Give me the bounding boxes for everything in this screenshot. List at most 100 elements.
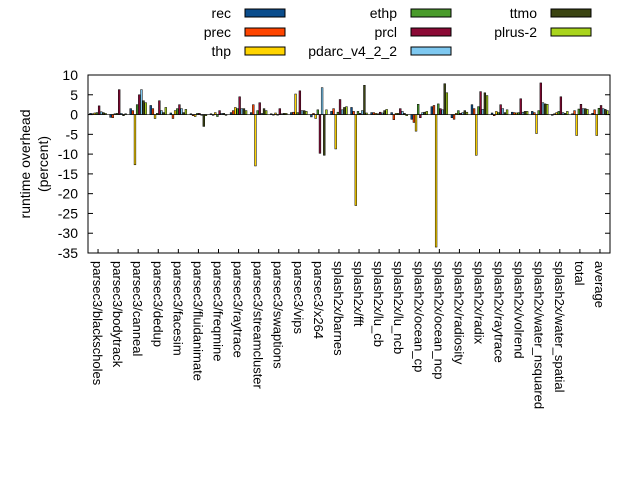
bar-prcl [439, 108, 442, 115]
bar-rec [149, 105, 152, 115]
bar-rec [330, 111, 333, 115]
bar-prcl [238, 96, 241, 115]
bar-ttmo [463, 110, 466, 115]
legend-label-plrus-2: plrus-2 [494, 24, 537, 40]
legend-swatch-ttmo [550, 8, 592, 18]
bar-ttmo [142, 100, 145, 115]
bar-ethp [316, 109, 319, 115]
bar-prec [573, 110, 576, 115]
bar-ttmo [523, 111, 527, 115]
legend-swatch-rec [244, 8, 286, 18]
x-tick-label: splash2x/ocean_ncp [431, 261, 446, 380]
bar-ttmo [443, 83, 446, 115]
bar-thp [414, 114, 418, 132]
x-tick-label: parsec3/blackscholes [90, 261, 105, 386]
legend-swatch-thp [244, 46, 286, 56]
y-tick-label: -20 [58, 186, 78, 202]
bar-prcl [379, 111, 382, 115]
bar-prcl [258, 102, 261, 115]
x-tick-label: average [592, 261, 607, 308]
bar-prcl [399, 108, 402, 115]
bar-ethp [577, 108, 580, 115]
bar-prec [232, 110, 235, 115]
y-tick-label: 5 [70, 87, 78, 103]
x-tick-label: parsec3/raytrace [231, 261, 246, 358]
x-tick-label: parsec3/vips [291, 261, 306, 334]
y-tick-label: -15 [58, 166, 78, 182]
bar-ethp [336, 111, 340, 115]
bar-ethp [457, 110, 460, 115]
bar-rec [531, 111, 534, 115]
bar-ttmo [604, 109, 607, 115]
x-tick-label: splash2x/water_nsquared [532, 261, 547, 409]
bar-pdarc_v4_2_2 [361, 110, 364, 115]
bar-pdarc_v4_2_2 [481, 109, 484, 115]
bar-rec [129, 108, 132, 115]
bar-plrus-2 [144, 102, 147, 115]
plot-frame [87, 74, 611, 254]
bar-ethp [557, 111, 560, 115]
bar-ethp [135, 104, 139, 115]
bar-thp [153, 114, 157, 119]
y-tick-label: -30 [58, 225, 78, 241]
bar-thp [475, 114, 478, 156]
x-tick-label: parsec3/x264 [311, 261, 326, 339]
y-axis-title-line: runtime overhead [17, 110, 33, 219]
bar-ethp [256, 110, 259, 115]
bar-prcl [218, 110, 221, 115]
bar-pdarc_v4_2_2 [521, 111, 525, 115]
bar-thp [334, 114, 337, 150]
bar-prec [432, 105, 436, 115]
bar-plrus-2 [586, 109, 589, 115]
x-tick-label: parsec3/streamcluster [251, 261, 266, 390]
legend-swatch-prcl [410, 27, 452, 37]
bar-plrus-2 [305, 111, 308, 115]
plot-area: 10 5 0 -5 -10 -15 -20 -25 -30 -35 parsec3/blacksch… [58, 67, 611, 409]
bar-rec [350, 107, 353, 115]
bar-plrus-2 [526, 111, 529, 115]
bar-ethp [216, 114, 219, 117]
bar-ttmo [423, 111, 426, 115]
bar-rec [109, 114, 112, 118]
bar-prec [412, 114, 416, 123]
bar-prcl [278, 108, 281, 115]
bar-thp [314, 114, 317, 119]
bar-plrus-2 [325, 109, 328, 115]
bar-prcl [118, 89, 121, 115]
bar-rec [410, 114, 413, 120]
x-tick-label: splash2x/raytrace [492, 261, 507, 363]
bar-ttmo [343, 107, 346, 115]
x-tick-label: splash2x/fft [351, 261, 366, 327]
bar-prcl [298, 90, 302, 115]
bar-ttmo [323, 114, 326, 156]
bar-thp [434, 114, 438, 248]
bar-thp [294, 93, 297, 115]
y-tick-label: 0 [70, 107, 78, 123]
bar-plrus-2 [445, 92, 449, 115]
bar-prcl [539, 82, 542, 115]
x-tick-label: parsec3/dedup [150, 261, 165, 347]
y-tick-label: -35 [58, 245, 78, 261]
bar-thp [133, 114, 137, 166]
bar-thp [495, 111, 498, 115]
x-tick-label: splash2x/lu_ncb [391, 261, 406, 354]
bar-ethp [356, 111, 360, 115]
bar-plrus-2 [606, 110, 609, 115]
bar-pdarc_v4_2_2 [300, 110, 304, 115]
bar-rec [450, 114, 454, 118]
bar-prcl [599, 105, 603, 115]
bar-prcl [559, 96, 563, 115]
bar-prec [171, 114, 175, 119]
y-axis-title-line: (percent) [35, 136, 51, 192]
bar-pdarc_v4_2_2 [501, 108, 504, 115]
x-tick-label: splash2x/radix [472, 261, 487, 345]
bar-rec [510, 111, 514, 115]
bar-prec [352, 111, 355, 115]
bar-pdarc_v4_2_2 [341, 109, 344, 115]
bar-prec [332, 108, 335, 115]
x-tick-label: splash2x/radiosity [451, 261, 466, 365]
legend-label-pdarc_v4_2_2: pdarc_v4_2_2 [308, 43, 397, 59]
bar-pdarc_v4_2_2 [401, 111, 404, 115]
bar-pdarc_v4_2_2 [180, 108, 183, 115]
